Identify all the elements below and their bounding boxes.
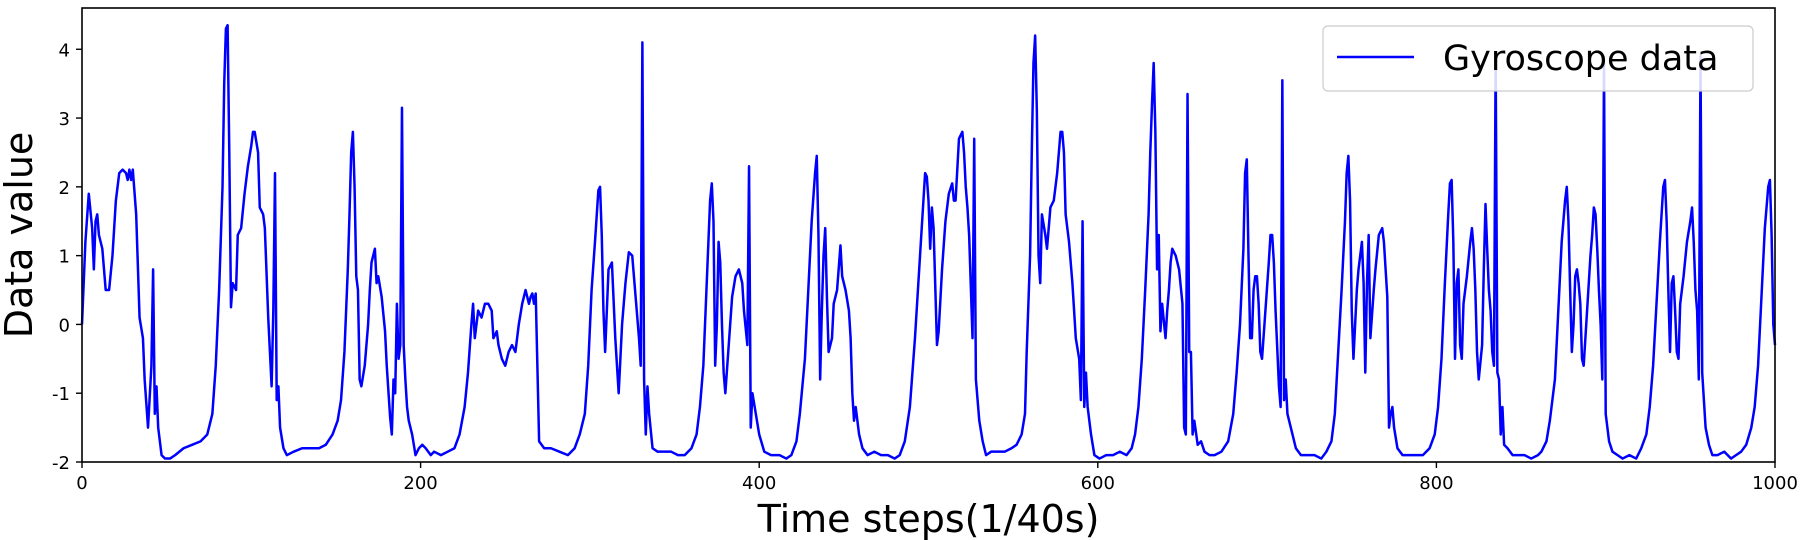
y-tick-label: -2	[52, 453, 70, 474]
x-tick-label: 600	[1081, 473, 1115, 494]
y-tick-label: 4	[59, 40, 70, 61]
x-tick-label: 0	[76, 473, 87, 494]
x-tick-label: 200	[403, 473, 437, 494]
y-tick-label: -1	[52, 384, 70, 405]
legend: Gyroscope data	[1322, 25, 1754, 92]
y-axis-title: Data value	[0, 132, 41, 339]
plot-frame	[81, 7, 1776, 463]
axes: 0 200 400 600 800 1000 -2 -1 0 1 2 3 4	[52, 7, 1798, 494]
y-tick-label: 0	[59, 315, 70, 336]
series-line-0	[80, 23, 1777, 460]
x-axis-title: Time steps(1/40s)	[757, 497, 1100, 540]
x-tick-label: 400	[742, 473, 776, 494]
y-tick-label: 2	[59, 178, 70, 199]
x-tick-label: 1000	[1752, 473, 1798, 494]
legend-label-gyroscope: Gyroscope data	[1443, 39, 1718, 79]
plot-area	[80, 23, 1777, 460]
y-tick-label: 1	[59, 247, 70, 268]
y-tick-label: 3	[59, 109, 70, 130]
legend-frame	[1322, 25, 1754, 92]
x-tick-label: 800	[1419, 473, 1453, 494]
